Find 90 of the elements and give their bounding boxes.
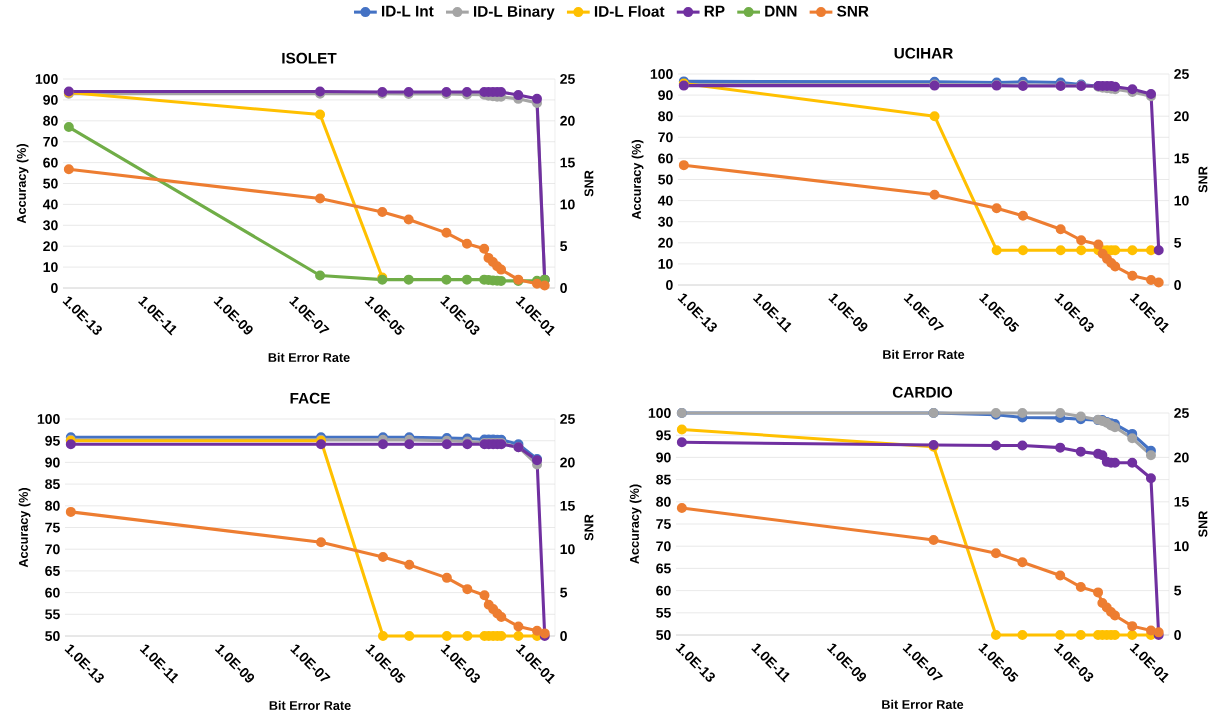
y2-tick-label: 5 — [1174, 237, 1182, 248]
y2-tick-label: 20 — [1174, 452, 1189, 463]
legend-label: ID-L Binary — [473, 5, 555, 20]
chart-title: FACE — [290, 392, 330, 404]
y-axis-title: Accuracy (%) — [16, 144, 29, 224]
y-tick-label: 20 — [658, 237, 673, 248]
y-tick-label: 30 — [43, 220, 58, 231]
y-tick-label: 70 — [45, 544, 60, 555]
y2-tick-label: 20 — [560, 457, 575, 468]
y2-tick-label: 25 — [560, 414, 575, 424]
y2-axis-title: SNR — [584, 170, 594, 197]
y-tick-label: 60 — [658, 153, 673, 164]
y-tick-label: 85 — [45, 479, 60, 490]
y-tick-label: 85 — [656, 474, 671, 485]
y-tick-label: 70 — [658, 132, 673, 143]
y2-tick-label: 0 — [560, 631, 567, 641]
y2-axis-title: SNR — [584, 514, 594, 541]
legend-label: SNR — [837, 5, 869, 17]
y2-tick-label: 0 — [1174, 280, 1181, 290]
y-tick-label: 75 — [45, 522, 60, 533]
y-tick-label: 80 — [43, 115, 58, 126]
y-tick-label: 40 — [42, 199, 58, 210]
y-tick-label: 80 — [656, 496, 671, 507]
y2-tick-label: 0 — [560, 283, 567, 293]
y-tick-label: 65 — [656, 563, 671, 574]
y-tick-label: 40 — [657, 195, 673, 206]
y-tick-label: 80 — [45, 500, 60, 511]
y2-tick-label: 20 — [1174, 111, 1189, 122]
y-tick-label: 60 — [43, 157, 58, 168]
y-tick-label: 90 — [658, 90, 673, 101]
y-tick-label: 90 — [656, 452, 671, 463]
y2-tick-label: 25 — [1174, 408, 1189, 418]
y2-tick-label: 25 — [1174, 69, 1189, 79]
y2-tick-label: 20 — [560, 115, 575, 126]
y-tick-label: 100 — [650, 69, 673, 79]
y2-axis-title: SNR — [1198, 510, 1208, 538]
y-tick-label: 50 — [43, 178, 58, 189]
y-tick-label: 20 — [43, 241, 58, 252]
legend-label: ID-L Float — [594, 5, 665, 17]
x-axis-title: Bit Error Rate — [882, 699, 964, 709]
y-tick-label: 0 — [51, 283, 58, 293]
y2-tick-label: 15 — [1174, 496, 1189, 507]
y-tick-label: 50 — [658, 174, 673, 185]
y-tick-label: 75 — [656, 519, 671, 529]
x-axis-title: Bit Error Rate — [269, 700, 351, 710]
y2-tick-label: 5 — [1174, 585, 1182, 596]
y-tick-label: 100 — [35, 74, 58, 84]
y2-tick-label: 10 — [560, 199, 575, 210]
y2-tick-label: 5 — [560, 241, 568, 252]
y2-tick-label: 15 — [1174, 153, 1189, 164]
y-tick-label: 10 — [658, 258, 673, 269]
y-tick-label: 90 — [43, 94, 58, 105]
y-tick-label: 65 — [45, 565, 60, 576]
legend-label: RP — [704, 5, 725, 17]
y-tick-label: 50 — [656, 630, 671, 640]
y2-tick-label: 5 — [560, 587, 568, 598]
chart-title: UCIHAR — [894, 47, 953, 59]
x-axis-title: Bit Error Rate — [883, 349, 965, 359]
chart-title: CARDIO — [892, 386, 953, 398]
y-tick-label: 100 — [37, 414, 60, 424]
y2-tick-label: 0 — [1174, 630, 1181, 640]
y-tick-label: 0 — [666, 280, 673, 290]
y2-tick-label: 25 — [560, 74, 575, 84]
y-tick-label: 70 — [656, 541, 671, 552]
y-tick-label: 95 — [656, 430, 671, 441]
chart-title: ISOLET — [282, 52, 337, 64]
y2-tick-label: 10 — [1174, 541, 1189, 552]
y-tick-label: 70 — [43, 136, 58, 147]
y-tick-label: 90 — [45, 457, 60, 468]
legend-label: DNN — [765, 5, 797, 17]
y-tick-label: 55 — [45, 609, 60, 620]
y-tick-label: 55 — [656, 607, 671, 618]
y-tick-label: 50 — [45, 631, 60, 641]
y-axis-title: Accuracy (%) — [18, 488, 31, 568]
y2-axis-title: SNR — [1198, 166, 1208, 193]
y-tick-label: 60 — [45, 587, 60, 598]
y2-tick-label: 15 — [560, 157, 575, 168]
legend-label: ID-L Int — [382, 5, 434, 17]
y-tick-label: 60 — [656, 585, 671, 596]
y2-tick-label: 10 — [1174, 195, 1189, 206]
y-axis-title: Accuracy (%) — [631, 140, 644, 220]
y2-tick-label: 15 — [560, 500, 575, 511]
x-axis-title: Bit Error Rate — [268, 352, 350, 362]
y-tick-label: 100 — [648, 408, 671, 418]
y-tick-label: 95 — [45, 435, 60, 446]
y-tick-label: 10 — [43, 262, 58, 273]
y-tick-label: 30 — [658, 216, 673, 227]
y2-tick-label: 10 — [560, 544, 575, 555]
y-tick-label: 80 — [658, 111, 673, 122]
y-axis-title: Accuracy (%) — [629, 484, 642, 564]
